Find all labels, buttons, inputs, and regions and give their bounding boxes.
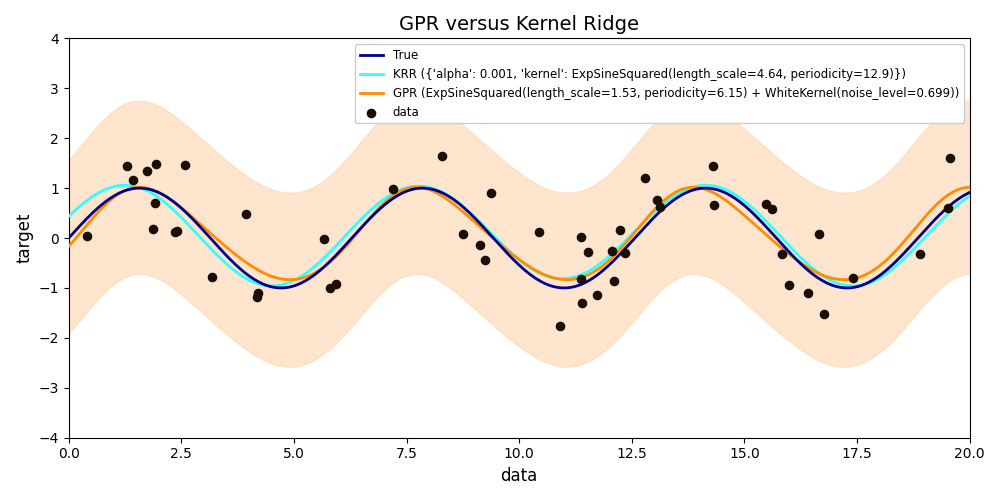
True: [803, 268, 815, 274]
data: [940, 204, 956, 212]
KRR ({'alpha': 0.001, 'kernel': ExpSineSquared(length_scale=4.64, periodicity=12.9)}): (9.5, -0.0175): 0.001, 'kernel': ExpSineSquared(length_s…: [491, 236, 503, 242]
GPR (ExpSineSquared(length_scale=1.53, periodicity=6.15) + WhiteKernel(noise_level=0.699)): [491, 238, 503, 244]
True: [552, 284, 564, 290]
data: [705, 162, 721, 170]
data: [167, 228, 183, 236]
data: [125, 176, 141, 184]
True: [498, 246, 510, 252]
True: [964, 190, 976, 196]
data: [552, 322, 568, 330]
data: [531, 228, 547, 236]
Line: GPR (ExpSineSquared(length_scale=1.53, periodicity=6.15) + WhiteKernel(noise_level=0.699)): GPR (ExpSineSquared(length_scale=1.53, p…: [69, 188, 970, 280]
data: [139, 167, 155, 175]
data: [589, 291, 605, 299]
KRR ({'alpha': 0.001, 'kernel': ExpSineSquared(length_scale=4.64, periodicity=12.9)}): (16.4, -0.544): 0.001, 'kernel': ExpSineSquared(length_s…: [803, 262, 815, 268]
True: [492, 240, 504, 246]
data: [322, 284, 338, 292]
data: [604, 247, 620, 255]
data: [177, 161, 193, 169]
data: [148, 160, 164, 168]
KRR ({'alpha': 0.001, 'kernel': ExpSineSquared(length_scale=4.64, periodicity=12.9)}): (20, 0.842): 0.001, 'kernel': ExpSineSquared(length_s…: [964, 193, 976, 199]
data: [637, 174, 653, 182]
data: [119, 162, 135, 170]
GPR (ExpSineSquared(length_scale=1.53, periodicity=6.15) + WhiteKernel(noise_level=0.699)): [63, 244, 75, 250]
KRR ({'alpha': 0.001, 'kernel': ExpSineSquared(length_scale=4.64, periodicity=12.9)}): (11.9, -0.436): 0.001, 'kernel': ExpSineSquared(length_s…: [599, 257, 611, 263]
data: [758, 200, 774, 208]
data: [617, 249, 633, 257]
GPR (ExpSineSquared(length_scale=1.53, periodicity=6.15) + WhiteKernel(noise_level=0.699)): [550, 276, 562, 281]
data: [204, 273, 220, 281]
GPR (ExpSineSquared(length_scale=1.53, periodicity=6.15) + WhiteKernel(noise_level=0.699)): [561, 276, 573, 282]
data: [250, 288, 266, 296]
data: [811, 230, 827, 238]
True: [601, 264, 613, 270]
KRR ({'alpha': 0.001, 'kernel': ExpSineSquared(length_scale=4.64, periodicity=12.9)}): (0, 0.435): 0.001, 'kernel': ExpSineSquared(length_s…: [63, 214, 75, 220]
data: [169, 228, 185, 235]
data: [385, 186, 401, 194]
data: [912, 250, 928, 258]
GPR (ExpSineSquared(length_scale=1.53, periodicity=6.15) + WhiteKernel(noise_level=0.699)): [496, 243, 508, 249]
X-axis label: data: data: [501, 467, 538, 485]
data: [455, 230, 471, 238]
data: [800, 290, 816, 298]
data: [145, 225, 161, 233]
data: [781, 281, 797, 289]
True: [946, 201, 958, 207]
data: [483, 188, 499, 196]
data: [79, 232, 95, 239]
data: [238, 210, 254, 218]
data: [573, 276, 589, 283]
KRR ({'alpha': 0.001, 'kernel': ExpSineSquared(length_scale=4.64, periodicity=12.9)}): (14.1, 1.06): 0.001, 'kernel': ExpSineSquared(length_s…: [700, 182, 712, 188]
data: [774, 250, 790, 258]
GPR (ExpSineSquared(length_scale=1.53, periodicity=6.15) + WhiteKernel(noise_level=0.699)): [687, 184, 699, 190]
data: [328, 280, 344, 288]
data: [606, 277, 622, 285]
Line: KRR ({'alpha': 0.001, 'kernel': ExpSineSquared(length_scale=4.64, periodicity=12.9)}): KRR ({'alpha': 0.001, 'kernel': ExpSineS…: [69, 185, 970, 286]
data: [316, 235, 332, 243]
data: [652, 204, 668, 212]
Legend: True, KRR ({'alpha': 0.001, 'kernel': ExpSineSquared(length_scale=4.64, periodic: True, KRR ({'alpha': 0.001, 'kernel': Ex…: [355, 44, 964, 124]
data: [434, 152, 450, 160]
KRR ({'alpha': 0.001, 'kernel': ExpSineSquared(length_scale=4.64, periodicity=12.9)}): (9.62, -0.125): 0.001, 'kernel': ExpSineSquared(length_s…: [496, 242, 508, 248]
data: [573, 233, 589, 241]
GPR (ExpSineSquared(length_scale=1.53, periodicity=6.15) + WhiteKernel(noise_level=0.699)): [601, 260, 613, 266]
KRR ({'alpha': 0.001, 'kernel': ExpSineSquared(length_scale=4.64, periodicity=12.9)}): (17.4, -0.96): 0.001, 'kernel': ExpSineSquared(length_s…: [846, 283, 858, 289]
True: [63, 235, 75, 241]
data: [147, 198, 163, 206]
Line: True: True: [69, 188, 970, 288]
data: [706, 201, 722, 209]
Y-axis label: target: target: [15, 213, 33, 264]
GPR (ExpSineSquared(length_scale=1.53, periodicity=6.15) + WhiteKernel(noise_level=0.699)): [805, 266, 817, 272]
KRR ({'alpha': 0.001, 'kernel': ExpSineSquared(length_scale=4.64, periodicity=12.9)}): (10.8, -0.807): 0.001, 'kernel': ExpSineSquared(length_s…: [550, 276, 562, 281]
data: [764, 205, 780, 213]
data: [249, 293, 265, 301]
data: [574, 299, 590, 307]
data: [942, 154, 958, 162]
data: [845, 274, 861, 281]
True: [841, 285, 853, 291]
data: [649, 196, 665, 204]
data: [477, 256, 493, 264]
GPR (ExpSineSquared(length_scale=1.53, periodicity=6.15) + WhiteKernel(noise_level=0.699)): [946, 190, 958, 196]
data: [816, 310, 832, 318]
data: [472, 240, 488, 248]
data: [612, 226, 628, 234]
KRR ({'alpha': 0.001, 'kernel': ExpSineSquared(length_scale=4.64, periodicity=12.9)}): (19.6, 0.558): 0.001, 'kernel': ExpSineSquared(length_s…: [946, 207, 958, 213]
data: [580, 248, 596, 256]
True: [417, 185, 429, 191]
Title: GPR versus Kernel Ridge: GPR versus Kernel Ridge: [399, 15, 639, 34]
GPR (ExpSineSquared(length_scale=1.53, periodicity=6.15) + WhiteKernel(noise_level=0.699)): [964, 184, 976, 190]
